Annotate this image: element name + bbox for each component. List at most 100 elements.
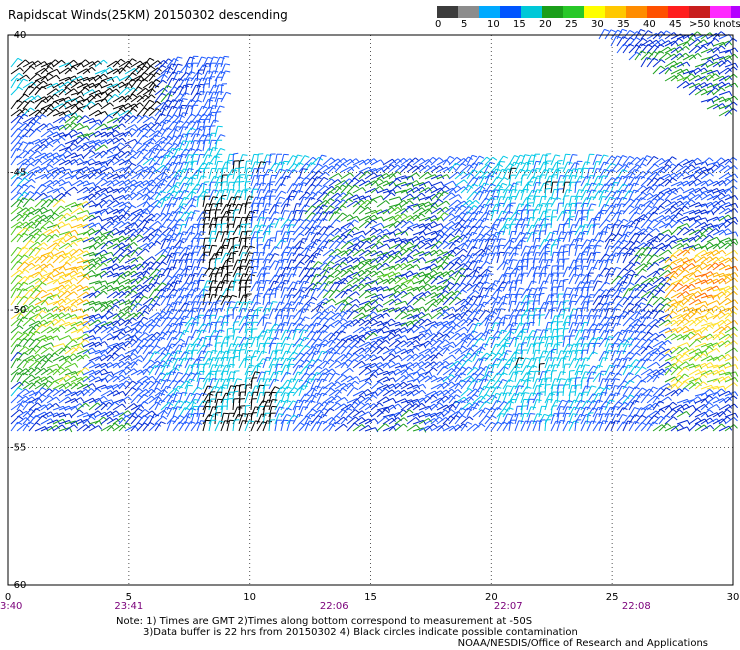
wind-barb <box>634 176 641 187</box>
wind-barb-flag <box>640 29 646 32</box>
wind-barb <box>76 195 88 201</box>
wind-barb-flag <box>653 254 659 258</box>
wind-barb <box>76 180 87 187</box>
wind-barb <box>28 277 39 285</box>
wind-barb <box>316 240 325 250</box>
wind-barb-flag <box>338 173 343 178</box>
wind-barb <box>628 206 638 215</box>
wind-barb <box>706 103 718 110</box>
wind-barb-flag <box>30 184 36 189</box>
wind-barb-flag <box>456 156 462 161</box>
wind-barb <box>520 154 526 166</box>
wind-barb <box>112 58 122 68</box>
wind-barb-flag <box>97 143 102 148</box>
wind-barb-flag <box>557 160 563 162</box>
wind-barb-flag <box>161 92 167 97</box>
wind-barb <box>388 214 399 222</box>
wind-barb-flag <box>190 71 196 74</box>
wind-barb-flag <box>655 228 660 233</box>
wind-barb <box>442 180 454 187</box>
wind-barb <box>718 165 729 173</box>
wind-barb-flag <box>214 155 220 159</box>
wind-barb-flag <box>704 180 709 186</box>
wind-barb <box>568 244 571 257</box>
wind-barb-flag <box>108 150 114 154</box>
wind-barb <box>118 221 129 229</box>
wind-barb <box>82 200 93 208</box>
wind-barb <box>76 166 87 173</box>
wind-barb-flag <box>517 265 524 268</box>
wind-barb-flag <box>318 163 323 168</box>
wind-barb <box>568 259 575 271</box>
wind-barb-flag <box>218 91 224 93</box>
wind-barb-flag <box>727 214 732 220</box>
wind-barb <box>646 44 655 54</box>
wind-barb <box>334 163 343 173</box>
wind-barb <box>22 206 32 215</box>
wind-barb <box>562 182 566 194</box>
wind-barb <box>556 168 560 180</box>
wind-barb-flag <box>41 100 47 104</box>
wind-barb <box>214 77 218 89</box>
wind-barb <box>676 76 688 82</box>
wind-barb <box>670 46 681 54</box>
wind-barb <box>88 102 99 110</box>
wind-barb <box>298 191 308 201</box>
wind-barb <box>394 213 404 222</box>
wind-barb <box>118 193 129 201</box>
wind-barb-flag <box>161 155 167 159</box>
wind-barb <box>52 59 62 68</box>
wind-barb <box>94 178 104 187</box>
wind-barb <box>118 185 129 194</box>
wind-barb <box>64 241 75 250</box>
wind-barb <box>118 131 129 138</box>
wind-barb-flag <box>722 249 727 255</box>
wind-barb <box>172 197 179 208</box>
wind-barb <box>484 183 492 194</box>
wind-barb <box>166 219 175 229</box>
wind-barb <box>592 190 600 201</box>
wind-barb-flag <box>285 203 291 206</box>
wind-barb-flag <box>190 99 196 103</box>
wind-barb <box>274 161 281 173</box>
wind-barb <box>100 94 110 103</box>
wind-barb-flag <box>292 189 298 193</box>
wind-barb <box>580 168 584 180</box>
wind-barb-flag <box>350 166 355 172</box>
wind-barb <box>430 157 440 166</box>
wind-barb-flag <box>49 137 54 142</box>
wind-barb-flag <box>520 168 526 172</box>
wind-barb-flag <box>73 115 78 121</box>
wind-barb <box>130 66 140 75</box>
wind-barb-flag <box>150 128 156 133</box>
wind-barb <box>166 99 174 110</box>
wind-barb-flag <box>138 184 143 189</box>
wind-barb-flag <box>279 196 285 200</box>
wind-barb-flag <box>432 205 438 210</box>
wind-barb-flag <box>274 211 280 214</box>
wind-barb-flag <box>692 180 697 186</box>
wind-barb <box>424 174 436 180</box>
wind-barb-flag <box>260 161 266 164</box>
wind-barb-flag <box>168 150 174 155</box>
wind-barb-flag <box>144 226 149 231</box>
wind-barb-flag <box>178 210 184 214</box>
wind-barb <box>634 43 642 54</box>
wind-barb <box>622 198 631 208</box>
wind-barb-flag <box>48 143 54 148</box>
wind-barb <box>508 175 512 187</box>
wind-barb-flag <box>56 131 61 137</box>
wind-barb <box>76 136 86 145</box>
wind-barb-flag <box>225 273 231 276</box>
wind-barb-flag <box>409 158 414 163</box>
wind-barb <box>70 75 82 82</box>
wind-barb <box>118 82 129 89</box>
wind-barb-flag <box>722 215 727 221</box>
wind-barb <box>232 217 237 229</box>
wind-barb <box>124 179 135 187</box>
wind-barb <box>220 92 227 103</box>
wind-barb <box>724 216 736 222</box>
wind-barb-flag <box>524 252 531 255</box>
wind-barb-flag <box>220 148 226 151</box>
wind-barb <box>622 205 631 215</box>
